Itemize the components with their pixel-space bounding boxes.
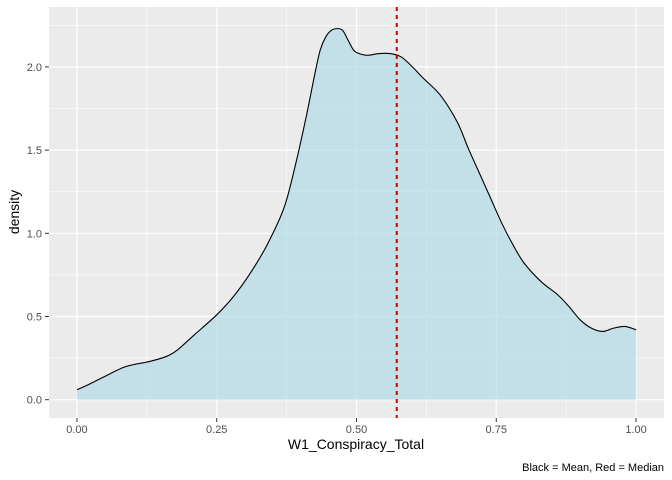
- density-area: [76, 28, 637, 400]
- chart-caption: Black = Mean, Red = Median: [522, 462, 664, 474]
- y-tick-label: 0.5: [27, 311, 42, 323]
- y-tick-label: 1.5: [27, 145, 42, 157]
- x-tick-label: 0.75: [486, 424, 507, 436]
- y-tick-label: 0.0: [27, 395, 42, 407]
- x-axis-title: W1_Conspiracy_Total: [288, 436, 424, 452]
- x-tick-label: 0.00: [66, 424, 87, 436]
- y-tick-label: 2.0: [27, 62, 42, 74]
- x-tick-label: 0.50: [346, 424, 367, 436]
- y-axis-ticks: 0.0 0.5 1.0 1.5 2.0: [27, 62, 49, 407]
- y-axis-title: density: [6, 190, 22, 234]
- y-tick-label: 1.0: [27, 228, 42, 240]
- x-tick-label: 1.00: [625, 424, 646, 436]
- density-curve: [76, 28, 637, 391]
- x-tick-label: 0.25: [206, 424, 227, 436]
- x-axis-ticks: 0.00 0.25 0.50 0.75 1.00: [66, 418, 647, 436]
